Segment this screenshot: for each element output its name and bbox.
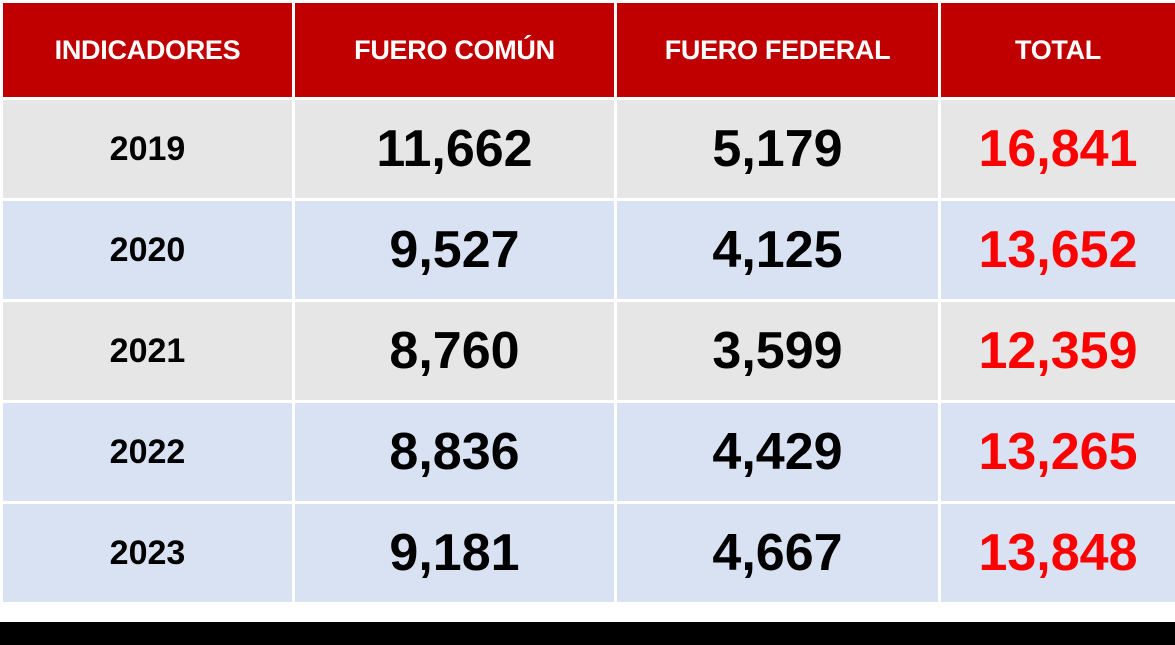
fuero-federal-cell: 4,125: [614, 198, 941, 302]
fuero-federal-cell: 4,429: [614, 400, 941, 504]
table-row: 2023 9,181 4,667 13,848: [0, 501, 1175, 605]
column-header-total: TOTAL: [938, 0, 1175, 100]
column-header-indicadores: INDICADORES: [0, 0, 295, 100]
fuero-comun-cell: 8,836: [292, 400, 617, 504]
header-row: INDICADORES FUERO COMÚN FUERO FEDERAL TO…: [0, 0, 1175, 100]
total-cell: 12,359: [938, 299, 1175, 403]
fuero-comun-cell: 9,181: [292, 501, 617, 605]
year-cell: 2022: [0, 400, 295, 504]
total-cell: 13,848: [938, 501, 1175, 605]
fuero-comun-cell: 9,527: [292, 198, 617, 302]
table-row: 2021 8,760 3,599 12,359: [0, 299, 1175, 403]
column-header-fuero-comun: FUERO COMÚN: [292, 0, 617, 100]
table-row: 2019 11,662 5,179 16,841: [0, 97, 1175, 201]
fuero-federal-cell: 4,667: [614, 501, 941, 605]
fuero-comun-cell: 8,760: [292, 299, 617, 403]
data-table: INDICADORES FUERO COMÚN FUERO FEDERAL TO…: [0, 0, 1175, 605]
fuero-federal-cell: 5,179: [614, 97, 941, 201]
year-cell: 2020: [0, 198, 295, 302]
total-cell: 13,265: [938, 400, 1175, 504]
total-cell: 13,652: [938, 198, 1175, 302]
fuero-comun-cell: 11,662: [292, 97, 617, 201]
year-cell: 2023: [0, 501, 295, 605]
year-cell: 2019: [0, 97, 295, 201]
table-row: 2022 8,836 4,429 13,265: [0, 400, 1175, 504]
column-header-fuero-federal: FUERO FEDERAL: [614, 0, 941, 100]
year-cell: 2021: [0, 299, 295, 403]
table-row: 2020 9,527 4,125 13,652: [0, 198, 1175, 302]
total-cell: 16,841: [938, 97, 1175, 201]
fuero-federal-cell: 3,599: [614, 299, 941, 403]
table-panel: INDICADORES FUERO COMÚN FUERO FEDERAL TO…: [0, 0, 1175, 622]
